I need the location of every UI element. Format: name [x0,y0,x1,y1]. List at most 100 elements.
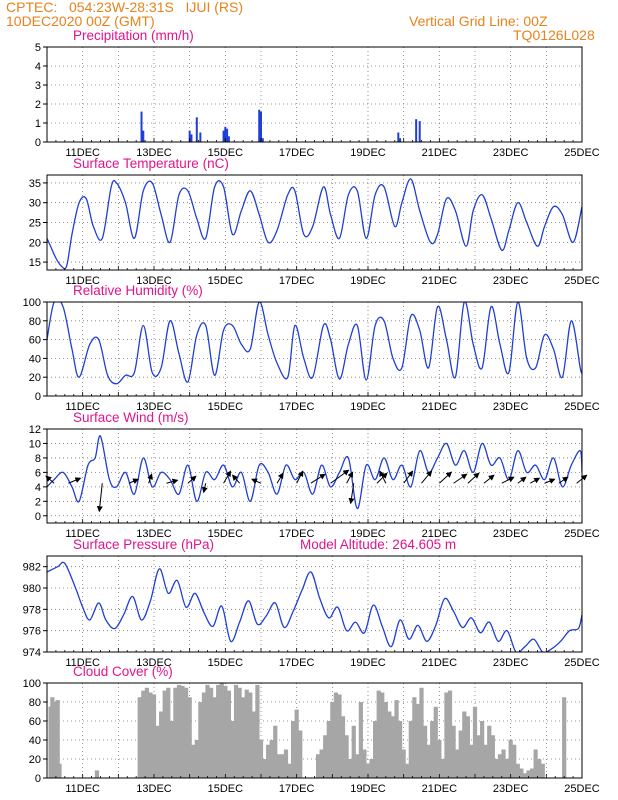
x-tick-label: 23DEC [493,657,529,669]
bar [351,725,356,778]
x-tick-label: 21DEC [422,528,458,540]
bar [294,709,299,778]
plot-frame [46,301,583,397]
bar [298,730,303,778]
bar [333,692,338,778]
bar [226,690,231,778]
bar [55,700,60,778]
bar [397,132,400,142]
bar [505,759,510,778]
bar [426,744,431,778]
bar [344,735,349,778]
bar [159,711,164,778]
bar [315,754,321,778]
x-tick-label: 19DEC [350,783,386,795]
bar [447,690,453,778]
x-tick-label: 23DEC [493,783,529,795]
panel-cloud-cover: 0 20 40 60 80 100 11DEC 13DEC 15DEC 17DEC 19DEC 21D… [23,664,600,795]
panel-title: Surface Pressure (hPa) [73,537,214,552]
y-tick-label: 15 [29,257,41,269]
bar [258,109,261,142]
y-tick-label: 4 [35,482,41,494]
panel-relative-humidity: 0 20 40 60 80 100 11DEC 13DEC 15DEC 17DEC 19DEC 21D… [23,283,600,413]
series-line [47,178,582,270]
wind-arrow [348,483,355,505]
bar [224,126,227,142]
y-tick-label: 25 [29,218,41,230]
wind-arrow [68,477,82,484]
x-tick-label: 13DEC [136,528,172,540]
bar [184,687,189,778]
y-tick-label: 30 [29,198,41,210]
bar [472,706,478,778]
y-tick-label: 12 [29,424,41,436]
x-tick-label: 25DEC [564,401,600,413]
y-tick-label: 980 [23,583,41,595]
bar [212,697,217,778]
wind-arrow [147,473,153,484]
wind-arrow [231,474,240,484]
bar [529,768,535,778]
x-tick-label: 13DEC [136,401,172,413]
bar [537,759,542,778]
x-tick-label: 17DEC [279,147,315,159]
wind-arrow [467,472,480,484]
bar [497,754,503,778]
bar [269,740,274,778]
header-grid-note: Vertical Grid Line: 00Z [409,13,548,29]
bar [412,697,417,778]
bar [222,130,225,142]
bar [273,725,278,778]
bar [266,744,271,778]
bar [515,763,520,778]
bar [155,725,160,778]
bar [227,136,230,142]
bar [237,687,242,778]
bar [355,754,360,778]
y-tick-label: 40 [29,353,41,365]
wind-arrow [558,476,569,484]
bar [533,749,538,778]
x-tick-label: 13DEC [136,783,172,795]
y-tick-label: 5 [35,42,41,54]
x-tick-label: 13DEC [136,147,172,159]
bar [137,697,142,778]
x-tick-label: 15DEC [208,275,244,287]
bar [562,697,567,778]
y-tick-label: 60 [29,716,41,728]
bar [57,763,62,778]
bar [444,692,449,778]
bar [394,700,399,778]
bar [483,744,488,778]
y-tick-label: 976 [23,626,41,638]
y-tick-label: 0 [35,773,41,785]
x-tick-label: 23DEC [493,147,529,159]
bar [433,706,438,778]
y-tick-label: 974 [23,647,41,659]
bar [440,759,445,778]
wind-arrow [438,471,453,484]
bar [398,721,403,778]
x-tick-label: 17DEC [279,275,315,287]
bar [458,730,463,778]
bar [380,692,385,778]
y-tick-label: 0 [35,137,41,149]
x-tick-label: 15DEC [208,401,244,413]
x-tick-label: 13DEC [136,275,172,287]
bar [415,703,421,778]
x-tick-label: 11DEC [65,147,100,159]
x-tick-label: 11DEC [65,275,100,287]
x-tick-label: 11DEC [65,657,100,669]
y-tick-label: 978 [23,604,41,616]
bar [519,768,524,778]
series-line [47,561,582,652]
y-tick-label: 2 [35,496,41,508]
bar [490,735,495,778]
x-tick-label: 15DEC [208,147,244,159]
x-tick-label: 19DEC [350,657,386,669]
y-tick-label: 982 [23,562,41,574]
bar [148,692,153,778]
bar [190,134,193,142]
x-tick-label: 17DEC [279,657,315,669]
